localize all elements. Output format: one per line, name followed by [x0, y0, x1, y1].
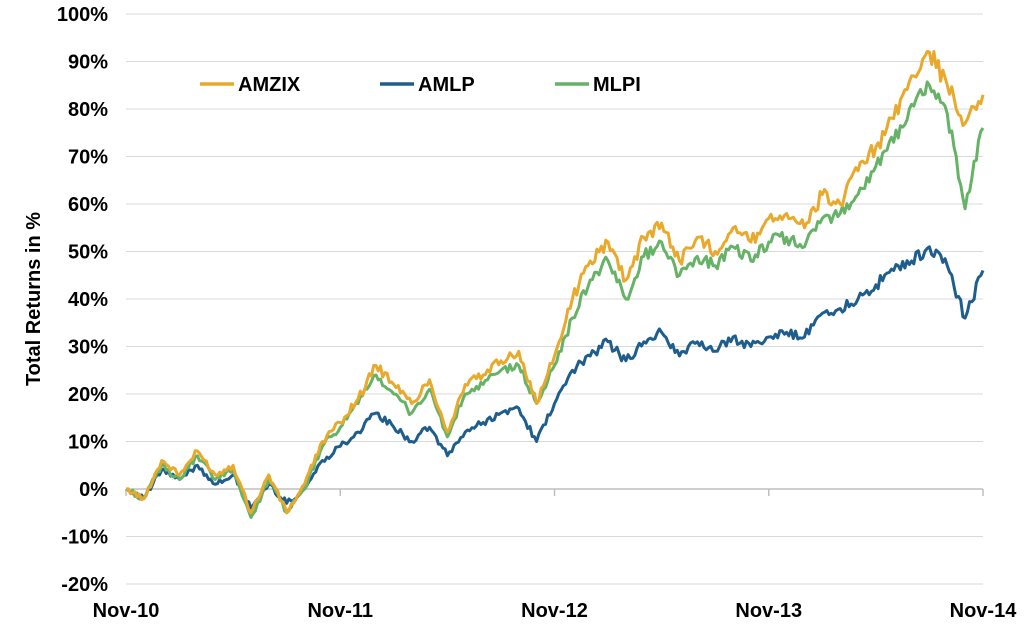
legend-label-amlp: AMLP [418, 74, 475, 96]
legend-label-amzix: AMZIX [238, 74, 301, 96]
y-tick-label: 90% [68, 52, 108, 74]
legend-label-mlpi: MLPI [593, 74, 641, 96]
series-line-amzix [125, 50, 985, 515]
y-tick-label: 50% [68, 242, 108, 264]
y-tick-label: 20% [68, 384, 108, 406]
y-tick-label: -20% [61, 574, 108, 596]
x-tick-label: Nov-14 [950, 600, 1018, 622]
y-tick-label: 30% [68, 337, 108, 359]
y-tick-label: 60% [68, 194, 108, 216]
series-line-amlp [125, 245, 985, 510]
y-tick-label: 40% [68, 289, 108, 311]
y-tick-label: 70% [68, 147, 108, 169]
y-axis-title: Total Returns in % [23, 212, 45, 386]
series-line-mlpi [125, 80, 985, 519]
x-tick-label: Nov-10 [93, 600, 160, 622]
y-tick-label: 100% [57, 4, 108, 26]
x-tick-label: Nov-11 [307, 600, 373, 622]
x-tick-label: Nov-13 [735, 600, 802, 622]
y-tick-label: 10% [68, 432, 108, 454]
y-tick-label: 0% [79, 479, 108, 501]
y-tick-label: 80% [68, 99, 108, 121]
x-tick-label: Nov-12 [521, 600, 588, 622]
y-tick-label: -10% [61, 527, 108, 549]
